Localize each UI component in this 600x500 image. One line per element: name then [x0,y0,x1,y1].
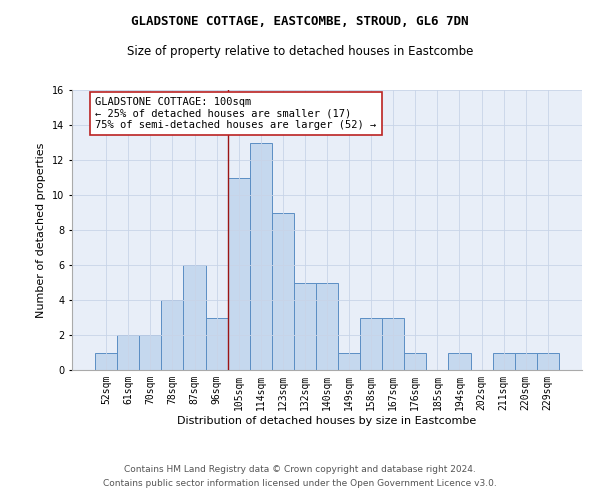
Bar [95,352,117,370]
Bar [227,178,250,370]
Bar [537,352,559,370]
Bar [294,282,316,370]
Bar [493,352,515,370]
Bar [250,142,272,370]
Bar [338,352,360,370]
Y-axis label: Number of detached properties: Number of detached properties [37,142,46,318]
Bar [360,318,382,370]
Text: Contains HM Land Registry data © Crown copyright and database right 2024.
Contai: Contains HM Land Registry data © Crown c… [103,466,497,487]
X-axis label: Distribution of detached houses by size in Eastcombe: Distribution of detached houses by size … [178,416,476,426]
Bar [382,318,404,370]
Bar [316,282,338,370]
Bar [139,335,161,370]
Bar [404,352,427,370]
Bar [448,352,470,370]
Bar [272,212,294,370]
Bar [161,300,184,370]
Bar [206,318,227,370]
Text: GLADSTONE COTTAGE, EASTCOMBE, STROUD, GL6 7DN: GLADSTONE COTTAGE, EASTCOMBE, STROUD, GL… [131,15,469,28]
Text: GLADSTONE COTTAGE: 100sqm
← 25% of detached houses are smaller (17)
75% of semi-: GLADSTONE COTTAGE: 100sqm ← 25% of detac… [95,97,376,130]
Bar [515,352,537,370]
Bar [184,265,206,370]
Bar [117,335,139,370]
Text: Size of property relative to detached houses in Eastcombe: Size of property relative to detached ho… [127,45,473,58]
